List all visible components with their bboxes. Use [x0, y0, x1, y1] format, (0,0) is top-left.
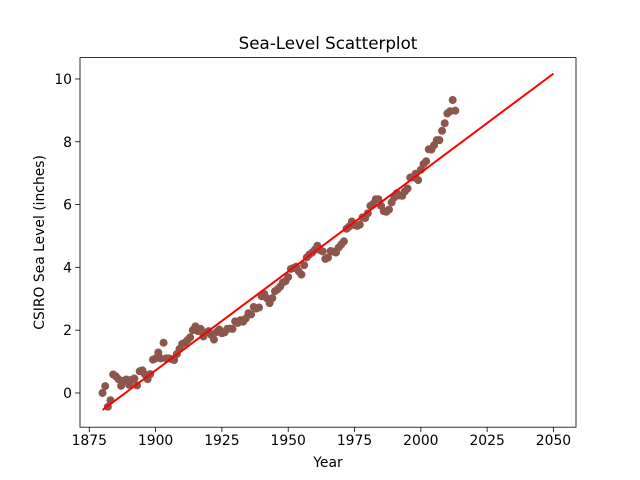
y-tick-label: 6 [63, 198, 72, 214]
y-tick-label: 8 [63, 135, 72, 151]
scatter-point [374, 195, 383, 204]
scatter-point [297, 270, 306, 279]
x-tick-label: 1900 [138, 433, 173, 449]
y-tick-label: 4 [63, 260, 72, 276]
scatter-point [247, 310, 256, 319]
scatter-point [414, 176, 423, 185]
x-tick-label: 1875 [72, 433, 107, 449]
scatter-point [339, 237, 348, 246]
axes-frame [79, 57, 577, 428]
scatter-point [435, 136, 444, 145]
scatter-point [268, 294, 277, 303]
x-tick-label: 2000 [403, 433, 438, 449]
scatter-point [324, 253, 332, 262]
scatter-point [451, 106, 460, 115]
scatter-point [228, 324, 237, 333]
scatter-point [101, 382, 110, 391]
scatter-point [385, 205, 394, 214]
scatter-point [440, 119, 449, 128]
scatter-point [186, 333, 195, 342]
scatter-point [355, 220, 364, 229]
scatter-point [300, 261, 309, 270]
y-tick-label: 10 [54, 72, 72, 88]
scatter-point [255, 303, 264, 312]
scatter-point [403, 184, 412, 193]
x-axis-label: Year [312, 455, 343, 471]
scatter-point [438, 126, 447, 135]
y-tick-label: 2 [63, 323, 72, 339]
x-tick-label: 2025 [469, 433, 504, 449]
y-axis-label: CSIRO Sea Level (inches) [32, 155, 48, 330]
plot-area: 1875 1900 1925 1950 1975 2000 2025 2050 0 2 4 6 8 10 [54, 72, 571, 449]
scatter-point [284, 273, 293, 282]
x-tick-label: 2050 [536, 433, 571, 449]
chart-title: Sea-Level Scatterplot [239, 33, 418, 53]
scatter-point [209, 335, 218, 344]
y-tick-label: 0 [63, 386, 72, 402]
scatter-point [154, 348, 163, 357]
x-tick-label: 1950 [271, 433, 306, 449]
regression-line [101, 72, 555, 411]
x-tick-label: 1975 [337, 433, 372, 449]
scatter-point [98, 388, 107, 397]
scatter-point [448, 95, 457, 104]
scatter-point [159, 338, 168, 347]
x-tick-label: 1925 [204, 433, 239, 449]
scatter-point [130, 374, 139, 383]
scatter-point [422, 157, 431, 166]
scatter-point [318, 247, 327, 256]
